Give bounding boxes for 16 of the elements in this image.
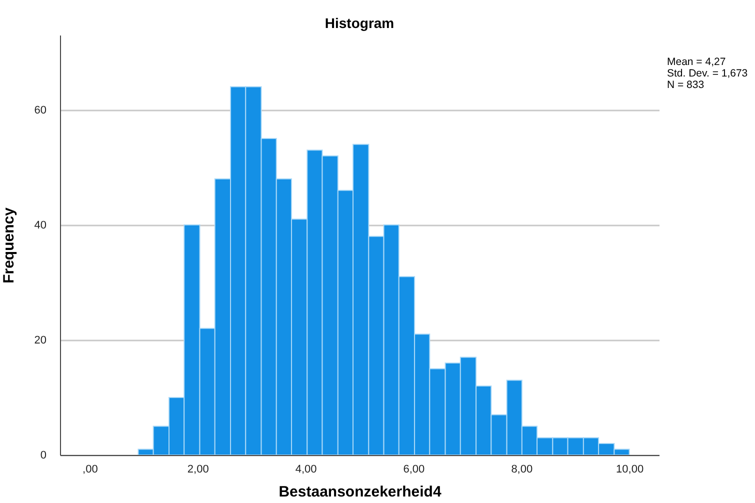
y-axis-title: Frequency xyxy=(0,206,18,284)
y-tick-label: 60 xyxy=(34,104,46,116)
x-tick-label: 8,00 xyxy=(511,464,533,476)
y-tick-label: 20 xyxy=(34,334,46,346)
y-tick-label: 0 xyxy=(40,450,46,462)
text: Mean = 4,27 xyxy=(667,56,726,68)
x-tick-label: 4,00 xyxy=(295,464,317,476)
y-tick-label: 40 xyxy=(34,219,46,232)
x-axis-title: Bestaansonzekerheid4 xyxy=(278,484,442,500)
chart-title: Histogram xyxy=(324,15,394,31)
text: Std. Dev. = 1,673 xyxy=(667,67,748,80)
x-tick-label: 6,00 xyxy=(403,464,425,476)
x-tick-label: 10,00 xyxy=(616,464,644,476)
x-tick-label: 2,00 xyxy=(187,464,209,476)
x-tick-label: ,00 xyxy=(82,464,98,476)
text: N = 833 xyxy=(667,78,704,91)
